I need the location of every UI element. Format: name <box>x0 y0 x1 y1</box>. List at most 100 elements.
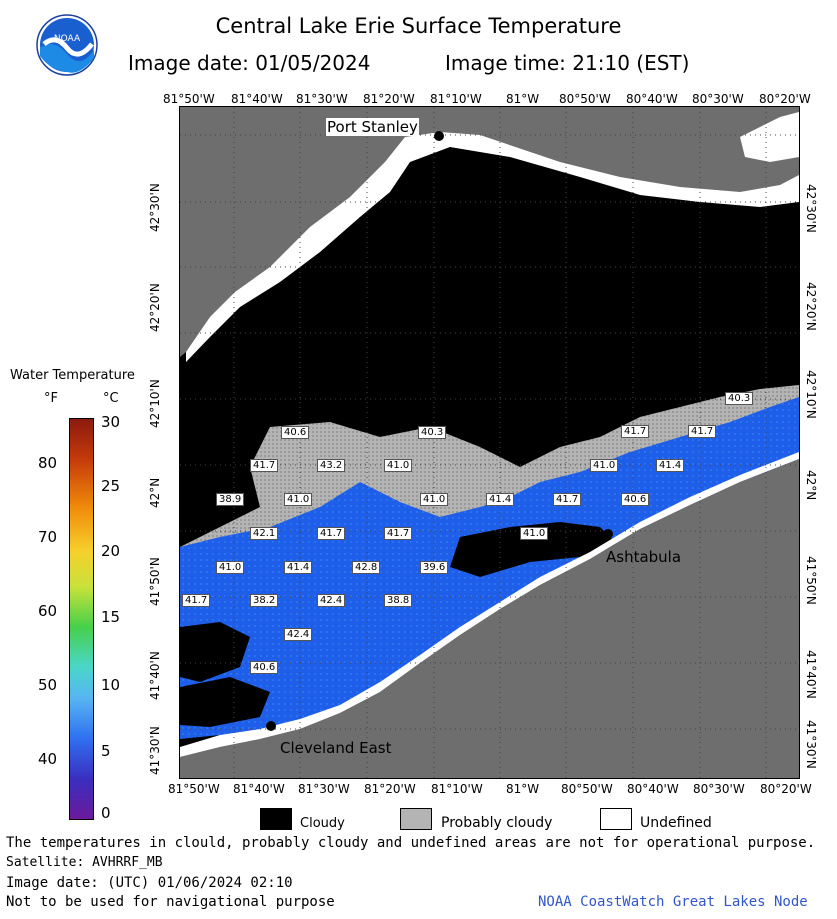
temp-label: 41.7 <box>553 493 582 506</box>
page-title: Central Lake Erie Surface Temperature <box>215 14 622 38</box>
lon-label: 81°50'W <box>168 782 220 796</box>
f-tick: 50 <box>38 676 58 694</box>
color-scale-bar <box>69 418 94 820</box>
lat-label: 41°40'N <box>148 651 162 700</box>
lon-label: 80°20'W <box>759 92 811 106</box>
lat-label: 41°50'N <box>148 557 162 606</box>
place-cleveland-east: Cleveland East <box>280 739 392 757</box>
temp-label: 41.7 <box>250 459 279 472</box>
temp-label: 41.0 <box>284 493 313 506</box>
place-ashtabula: Ashtabula <box>606 548 682 566</box>
lat-label: 42°10'N <box>804 370 818 419</box>
lat-label: 41°30'N <box>804 720 818 769</box>
cloudy-label: Cloudy <box>300 816 345 831</box>
f-tick: 40 <box>38 750 58 768</box>
legend-title: Water Temperature <box>10 368 135 383</box>
map-canvas <box>180 107 799 778</box>
f-tick: 70 <box>38 528 58 546</box>
undefined-label: Undefined <box>640 815 712 831</box>
temp-label: 40.6 <box>281 426 310 439</box>
footer-note: The temperatures in clould, probably clo… <box>6 835 816 851</box>
temp-label: 42.4 <box>317 594 346 607</box>
lon-label: 80°30'W <box>692 92 744 106</box>
lon-label: 81°10'W <box>431 782 483 796</box>
undefined-north <box>186 132 799 362</box>
unit-celsius: °C <box>103 391 119 406</box>
lon-label: 81°W <box>506 782 540 796</box>
lat-label: 42°10'N <box>148 379 162 428</box>
temp-label: 40.3 <box>725 392 754 405</box>
ashtabula-marker <box>603 529 613 539</box>
lon-label: 80°40'W <box>626 92 678 106</box>
cloud-patch <box>450 522 620 577</box>
temp-label: 39.6 <box>420 561 449 574</box>
south-land <box>180 459 799 778</box>
lat-label: 42°30'N <box>148 183 162 232</box>
temp-label: 42.8 <box>352 561 381 574</box>
temp-label: 41.7 <box>621 425 650 438</box>
temp-label: 40.6 <box>250 661 279 674</box>
lon-label: 81°20'W <box>364 782 416 796</box>
c-tick: 20 <box>101 542 121 560</box>
temp-label: 41.4 <box>656 459 685 472</box>
cleveland-east-marker <box>266 721 276 731</box>
lat-label: 42°20'N <box>148 283 162 332</box>
temp-label: 41.0 <box>590 459 619 472</box>
lat-label: 42°30'N <box>804 184 818 233</box>
lat-label: 42°20'N <box>804 282 818 331</box>
lon-label: 81°40'W <box>233 782 285 796</box>
undefined-south <box>180 452 799 757</box>
c-tick: 25 <box>101 477 121 495</box>
svg-text:NOAA: NOAA <box>54 34 81 44</box>
port-stanley-marker <box>434 131 444 141</box>
lon-label: 81°50'W <box>163 92 215 106</box>
image-date: Image date: 01/05/2024 <box>128 51 371 75</box>
lat-label: 42°N <box>804 470 818 501</box>
probably-cloudy-swatch <box>400 808 432 830</box>
temp-label: 38.8 <box>384 594 413 607</box>
footer-node: NOAA CoastWatch Great Lakes Node <box>538 894 808 910</box>
lon-label: 80°20'W <box>760 782 812 796</box>
lon-label: 80°50'W <box>561 782 613 796</box>
noaa-logo: NOAA <box>36 14 98 76</box>
lon-label: 80°50'W <box>559 92 611 106</box>
temp-label: 41.4 <box>486 493 515 506</box>
undefined-swatch <box>600 808 632 830</box>
temp-label: 38.2 <box>250 594 279 607</box>
probably-cloudy-label: Probably cloudy <box>441 815 553 831</box>
c-tick: 15 <box>101 608 121 626</box>
unit-fahrenheit: °F <box>44 391 58 406</box>
temp-label: 41.0 <box>384 459 413 472</box>
lon-label: 81°40'W <box>231 92 283 106</box>
lon-label: 80°40'W <box>627 782 679 796</box>
lon-label: 81°W <box>506 92 540 106</box>
cloudy-swatch <box>260 808 292 830</box>
lon-label: 81°20'W <box>363 92 415 106</box>
lat-label: 41°50'N <box>804 556 818 605</box>
lat-label: 41°40'N <box>804 650 818 699</box>
temp-label: 42.4 <box>284 628 313 641</box>
lat-label: 41°30'N <box>148 726 162 775</box>
temp-label: 42.1 <box>250 527 279 540</box>
temp-label: 41.7 <box>688 425 717 438</box>
temp-label: 41.0 <box>216 561 245 574</box>
c-tick: 5 <box>101 742 111 760</box>
graticule <box>180 107 799 778</box>
temp-label: 41.7 <box>384 527 413 540</box>
undefined-northeast <box>740 112 799 162</box>
lon-label: 81°30'W <box>296 92 348 106</box>
cloud-patch <box>180 677 270 727</box>
c-tick: 10 <box>101 676 121 694</box>
footer-satellite: Satellite: AVHRRF_MB <box>6 855 163 870</box>
temp-label: 41.0 <box>520 527 549 540</box>
c-tick: 0 <box>101 804 111 822</box>
temp-label: 40.3 <box>418 426 447 439</box>
temp-label: 41.0 <box>420 493 449 506</box>
temp-label: 41.7 <box>182 594 211 607</box>
temp-label: 38.9 <box>216 493 245 506</box>
temp-label: 41.4 <box>284 561 313 574</box>
temp-label: 41.7 <box>317 527 346 540</box>
temperature-map: 40.6 40.3 41.7 43.2 41.0 41.7 41.0 41.4 … <box>179 106 800 779</box>
lat-label: 42°N <box>148 477 162 508</box>
temp-label: 40.6 <box>621 493 650 506</box>
